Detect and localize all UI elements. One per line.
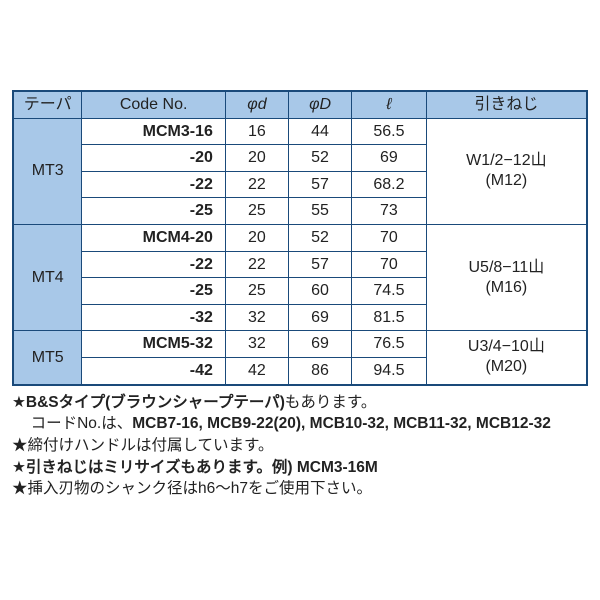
table-row: MT3MCM3-16164456.5W1/2−12山(M12) xyxy=(13,118,587,145)
l-cell: 69 xyxy=(352,145,427,172)
l-cell: 68.2 xyxy=(352,171,427,198)
taper-cell: MT5 xyxy=(13,331,82,385)
code-cell: MCM5-32 xyxy=(82,331,226,358)
header-row: テーパ Code No. φd φD ℓ 引きねじ xyxy=(13,91,587,118)
D-cell: 60 xyxy=(289,278,352,305)
note-line: ★引きねじはミリサイズもあります。例) MCM3-16M xyxy=(12,457,588,479)
table-row: MT5MCM5-32326976.5U3/4−10山(M20) xyxy=(13,331,587,358)
taper-cell: MT4 xyxy=(13,224,82,330)
code-cell: -20 xyxy=(82,145,226,172)
code-cell: -42 xyxy=(82,357,226,384)
code-cell: -32 xyxy=(82,304,226,331)
pull-cell: U3/4−10山(M20) xyxy=(426,331,587,385)
code-cell: MCM4-20 xyxy=(82,224,226,251)
D-cell: 57 xyxy=(289,171,352,198)
note-line: ★B&Sタイプ(ブラウンシャープテーパ)もあります。 xyxy=(12,392,588,414)
code-cell: -22 xyxy=(82,251,226,278)
table-row: MT4MCM4-20205270U5/8−11山(M16) xyxy=(13,224,587,251)
d-cell: 22 xyxy=(225,171,288,198)
code-cell: MCM3-16 xyxy=(82,118,226,145)
spec-table: テーパ Code No. φd φD ℓ 引きねじ MT3MCM3-161644… xyxy=(12,90,588,386)
note-text: コードNo.は、 xyxy=(31,415,133,432)
pull-line1: W1/2−12山 xyxy=(431,151,582,171)
D-cell: 44 xyxy=(289,118,352,145)
pull-line2: (M12) xyxy=(431,171,582,191)
D-cell: 57 xyxy=(289,251,352,278)
col-pull: 引きねじ xyxy=(426,91,587,118)
l-cell: 94.5 xyxy=(352,357,427,384)
note-text: MCM3-16M xyxy=(293,459,378,476)
pull-line1: U3/4−10山 xyxy=(431,337,582,357)
note-text: MCB7-16, MCB9-22(20), MCB10-32, MCB11-32… xyxy=(132,415,551,432)
l-cell: 81.5 xyxy=(352,304,427,331)
code-cell: -22 xyxy=(82,171,226,198)
l-cell: 70 xyxy=(352,224,427,251)
star-icon: ★ xyxy=(12,394,26,411)
d-cell: 25 xyxy=(225,198,288,225)
star-icon: ★ xyxy=(12,459,26,476)
D-cell: 52 xyxy=(289,224,352,251)
code-cell: -25 xyxy=(82,278,226,305)
d-cell: 20 xyxy=(225,145,288,172)
pull-cell: U5/8−11山(M16) xyxy=(426,224,587,330)
d-cell: 20 xyxy=(225,224,288,251)
code-cell: -25 xyxy=(82,198,226,225)
l-cell: 70 xyxy=(352,251,427,278)
col-taper: テーパ xyxy=(13,91,82,118)
d-cell: 42 xyxy=(225,357,288,384)
pull-line2: (M16) xyxy=(431,278,582,298)
note-text: 引きねじはミリサイズもあります。例) xyxy=(26,459,293,476)
l-cell: 56.5 xyxy=(352,118,427,145)
note-text: もあります。 xyxy=(285,394,376,411)
d-cell: 25 xyxy=(225,278,288,305)
l-cell: 76.5 xyxy=(352,331,427,358)
note-line: コードNo.は、MCB7-16, MCB9-22(20), MCB10-32, … xyxy=(12,413,588,435)
taper-cell: MT3 xyxy=(13,118,82,224)
pull-line2: (M20) xyxy=(431,357,582,377)
col-D: φD xyxy=(289,91,352,118)
note-text: B&Sタイプ(ブラウンシャープテーパ) xyxy=(26,394,285,411)
col-d: φd xyxy=(225,91,288,118)
d-cell: 32 xyxy=(225,331,288,358)
table-body: MT3MCM3-16164456.5W1/2−12山(M12)-20205269… xyxy=(13,118,587,384)
note-text: ★締付けハンドルは付属しています。 xyxy=(12,437,274,454)
col-code: Code No. xyxy=(82,91,226,118)
notes: ★B&Sタイプ(ブラウンシャープテーパ)もあります。 コードNo.は、MCB7-… xyxy=(12,392,588,500)
note-line: ★挿入刃物のシャンク径はh6〜h7をご使用下さい。 xyxy=(12,478,588,500)
d-cell: 32 xyxy=(225,304,288,331)
pull-cell: W1/2−12山(M12) xyxy=(426,118,587,224)
D-cell: 86 xyxy=(289,357,352,384)
l-cell: 74.5 xyxy=(352,278,427,305)
D-cell: 52 xyxy=(289,145,352,172)
D-cell: 69 xyxy=(289,331,352,358)
l-cell: 73 xyxy=(352,198,427,225)
d-cell: 22 xyxy=(225,251,288,278)
col-l: ℓ xyxy=(352,91,427,118)
note-line: ★締付けハンドルは付属しています。 xyxy=(12,435,588,457)
note-text: ★挿入刃物のシャンク径はh6〜h7をご使用下さい。 xyxy=(12,480,372,497)
D-cell: 55 xyxy=(289,198,352,225)
pull-line1: U5/8−11山 xyxy=(431,258,582,278)
D-cell: 69 xyxy=(289,304,352,331)
d-cell: 16 xyxy=(225,118,288,145)
